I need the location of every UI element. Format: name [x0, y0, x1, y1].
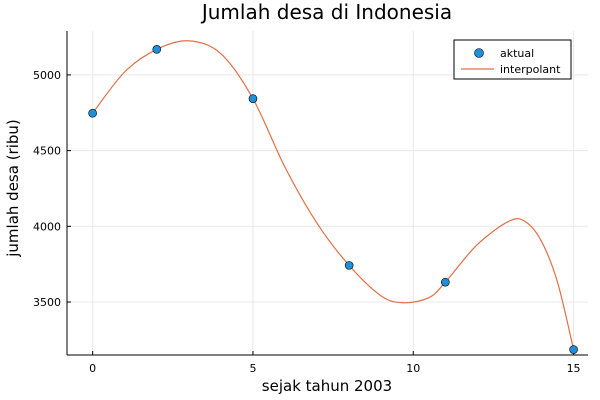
data-point-aktual-2	[248, 94, 258, 103]
y-tick-label-0: 3500	[33, 296, 61, 309]
y-axis-label: jumlah desa (ribu)	[4, 119, 22, 258]
legend-box	[453, 39, 572, 80]
x-axis-label: sejak tahun 2003	[262, 377, 392, 395]
legend-label-aktual: aktual	[500, 47, 534, 60]
legend-marker-aktual	[474, 48, 484, 58]
series	[88, 40, 578, 354]
data-point-aktual-4	[441, 277, 450, 287]
grid	[67, 31, 588, 355]
ticks: 0 5 10 15 3500 4000 4500 5000	[33, 69, 581, 375]
series-line-interpolant	[92, 40, 575, 350]
y-tick-label-3: 5000	[33, 69, 61, 82]
x-tick-label-3: 15	[567, 362, 581, 375]
data-point-aktual-5	[569, 345, 578, 354]
y-tick-label-2: 4500	[33, 145, 61, 158]
y-tick-label-1: 4000	[33, 220, 61, 233]
x-tick-label-2: 10	[406, 362, 420, 375]
chart-title: Jumlah desa di Indonesia	[200, 0, 452, 24]
legend: aktual interpolant	[453, 39, 572, 80]
data-point-aktual-3	[344, 261, 354, 270]
axes	[66, 31, 588, 356]
data-point-aktual-0	[88, 108, 97, 118]
legend-label-interpolant: interpolant	[500, 63, 561, 76]
x-tick-label-0: 0	[89, 362, 96, 375]
x-tick-label-1: 5	[249, 362, 256, 375]
data-point-aktual-1	[152, 45, 162, 54]
